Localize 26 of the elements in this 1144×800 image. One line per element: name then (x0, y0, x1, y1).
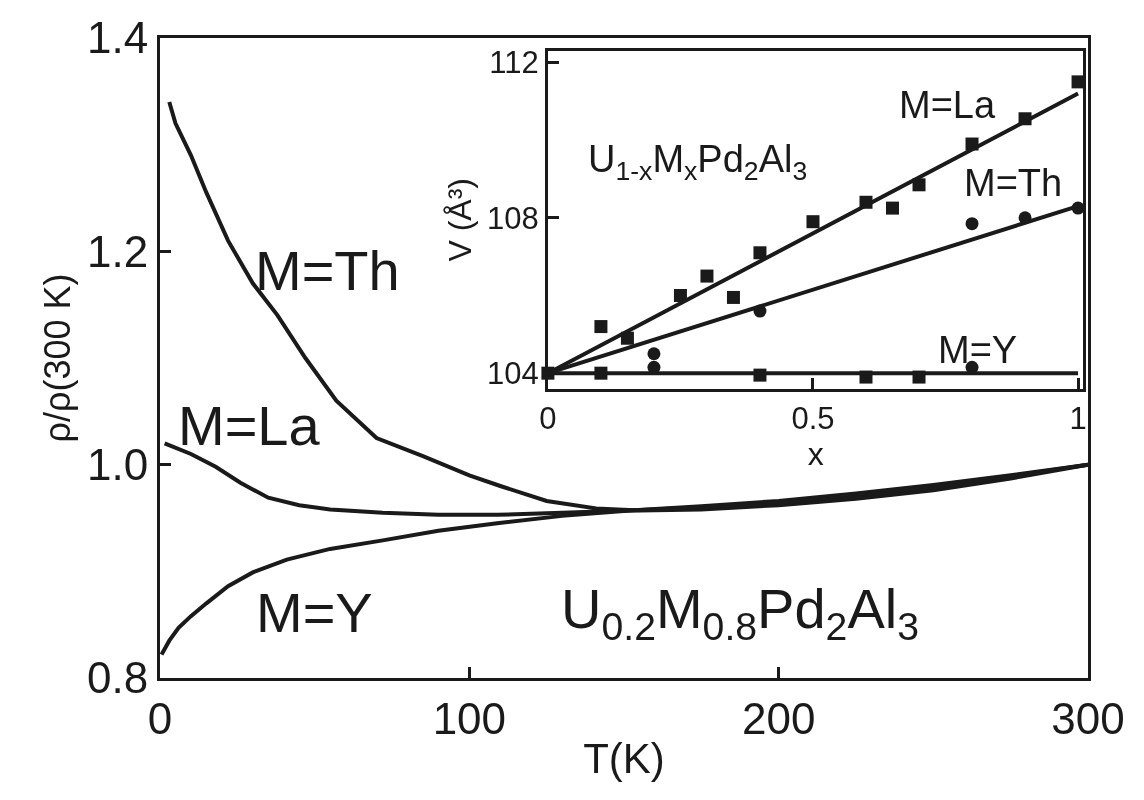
annotation: M=La (178, 394, 321, 457)
y-tick-label: 0.8 (87, 653, 149, 703)
x-axis-title: x (807, 435, 824, 472)
x-axis-title: T(K) (583, 734, 665, 782)
annotation: U$_{0.2}$M$_{0.8}$Pd$_{2}$Al$_{3}$ (561, 577, 919, 648)
y-axis-title: ρ/ρ(300 K) (36, 273, 78, 443)
x-tick-label: 200 (741, 693, 816, 743)
annotation: U$_{1-x}$M$_{x}$Pd$_{2}$Al$_{3}$ (588, 138, 808, 186)
y-tick-label: 1.4 (87, 13, 149, 63)
x-tick-label: 300 (1051, 693, 1125, 743)
x-tick-label: 0.5 (791, 400, 835, 436)
y-tick-label: 112 (489, 45, 539, 81)
annotation: M=La (899, 84, 996, 126)
x-tick-label: 0 (147, 693, 173, 743)
annotation: M=Th (964, 162, 1063, 204)
annotation: M=Y (938, 329, 1018, 371)
y-axis-title: V (Å³) (442, 177, 479, 262)
y-tick-label: 104 (486, 356, 539, 392)
y-tick-label: 108 (486, 200, 539, 236)
y-tick-label: 1.2 (87, 226, 149, 276)
y-tick-label: 1.0 (87, 440, 149, 490)
x-tick-label: 100 (432, 693, 507, 743)
x-tick-label: 0 (539, 400, 557, 436)
x-tick-label: 1 (1069, 400, 1087, 436)
annotation: M=Th (255, 239, 400, 302)
annotation: M=Y (256, 581, 373, 644)
